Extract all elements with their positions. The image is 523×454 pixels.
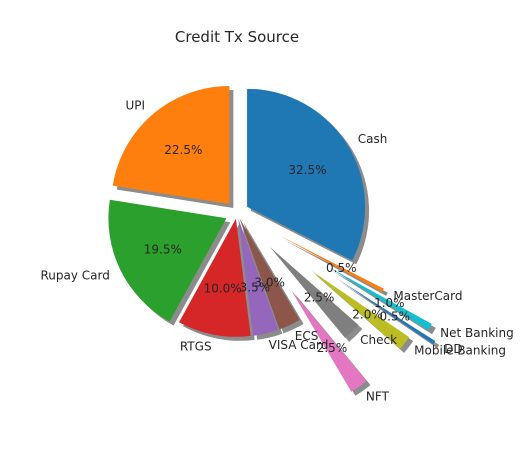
slice-ecs	[239, 218, 300, 330]
slice-visa-card	[238, 218, 279, 336]
slice-label-net-banking: Net Banking	[440, 326, 514, 340]
pct-label-upi: 22.5%	[164, 143, 202, 157]
slice-label-visa-card: VISA Card	[269, 338, 329, 352]
pct-label-ecs: 3.0%	[254, 275, 285, 289]
pct-label-net-banking: 1.0%	[374, 296, 405, 310]
pct-label-rupay-card: 19.5%	[144, 242, 182, 256]
pct-label-rtgs: 10.0%	[204, 281, 242, 295]
pct-label-check: 2.5%	[304, 291, 335, 305]
slice-upi	[112, 86, 230, 205]
slice-net-banking	[328, 267, 432, 331]
slice-label-rtgs: RTGS	[180, 339, 212, 353]
slice-shadow-mastercard	[282, 239, 388, 296]
pct-label-mastercard: 0.5%	[326, 261, 357, 275]
slice-label-cash: Cash	[358, 132, 388, 146]
pie-slices	[108, 86, 436, 392]
slice-label-dd: DD	[444, 342, 462, 356]
pct-label-visa-card: 3.5%	[240, 281, 271, 295]
slice-label-mastercard: MasterCard	[393, 289, 462, 303]
slice-label-upi: UPI	[125, 98, 145, 112]
slice-rupay-card	[108, 199, 227, 322]
slice-mobile-banking	[311, 270, 410, 349]
slice-nft	[291, 290, 367, 392]
slice-label-rupay-card: Rupay Card	[40, 268, 109, 282]
slice-mastercard	[278, 235, 384, 292]
pct-label-mobile-banking: 2.0%	[352, 307, 383, 321]
slice-label-mobile-banking: Mobile Banking	[414, 343, 506, 357]
slice-cash	[247, 88, 366, 261]
slice-label-check: Check	[360, 333, 397, 347]
chart-title: Credit Tx Source	[175, 28, 299, 46]
slice-label-ecs: ECS	[295, 329, 319, 343]
pct-label-cash: 32.5%	[288, 163, 326, 177]
pct-label-nft: 2.5%	[317, 341, 348, 355]
slice-label-nft: NFT	[366, 389, 390, 403]
slice-shadow-dd	[339, 281, 440, 349]
slice-check	[269, 246, 359, 338]
slice-rtgs	[179, 218, 251, 337]
slice-dd	[335, 277, 436, 345]
pct-label-dd: 0.5%	[380, 310, 411, 324]
